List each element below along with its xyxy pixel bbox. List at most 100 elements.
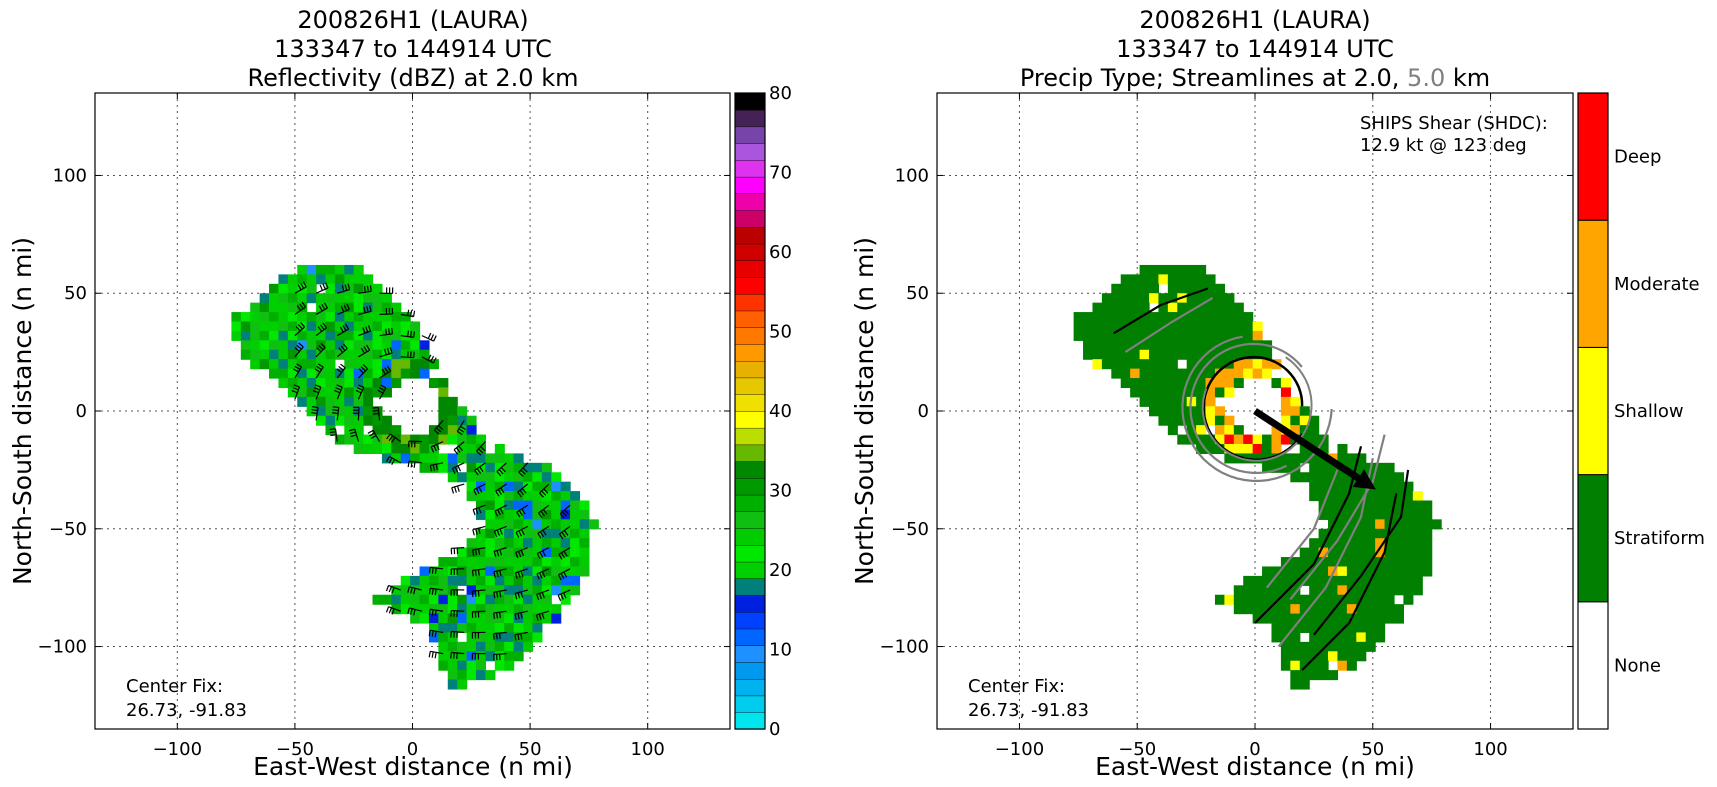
reflectivity-cell xyxy=(400,585,411,596)
precip-type-cell xyxy=(1167,396,1178,407)
panel2-x-axis-label: East-West distance (n mi) xyxy=(1095,752,1415,781)
panel2-title-line1: 200826H1 (LAURA) xyxy=(1139,6,1370,34)
reflectivity-cell xyxy=(513,528,524,539)
precip-type-cell xyxy=(1365,594,1376,605)
reflectivity-cell xyxy=(250,330,261,341)
reflectivity-cell xyxy=(325,293,336,304)
reflectivity-cell xyxy=(541,472,552,483)
precip-type-cell xyxy=(1431,519,1442,530)
reflectivity-cell xyxy=(400,340,411,351)
precip-type-cell xyxy=(1318,462,1329,473)
precip-type-cell xyxy=(1214,359,1225,370)
precip-type-cell xyxy=(1290,641,1301,652)
reflectivity-cell xyxy=(532,632,543,643)
reflectivity-cell xyxy=(504,613,515,624)
precip-type-cell xyxy=(1328,623,1339,634)
colorbar1-ticks: 0 10 20 30 40 50 60 70 80 xyxy=(769,83,792,740)
reflectivity-cell xyxy=(532,528,543,539)
reflectivity-cell xyxy=(485,509,496,520)
reflectivity-cell xyxy=(391,585,402,596)
precip-type-cell xyxy=(1214,330,1225,341)
reflectivity-cell xyxy=(334,406,345,417)
reflectivity-cell xyxy=(391,302,402,313)
precip-type-cell xyxy=(1214,425,1225,436)
reflectivity-cell xyxy=(504,519,515,530)
colorbar1-segment xyxy=(734,343,766,362)
precip-type-cell xyxy=(1262,594,1273,605)
reflectivity-cell xyxy=(259,330,270,341)
reflectivity-cell xyxy=(466,491,477,502)
reflectivity-cell xyxy=(259,302,270,313)
precip-type-cell xyxy=(1412,509,1423,520)
precip-type-cell xyxy=(1393,566,1404,577)
precip-type-cell xyxy=(1346,594,1357,605)
precip-type-cell xyxy=(1167,312,1178,323)
reflectivity-cell xyxy=(363,396,374,407)
precip-type-cell xyxy=(1271,462,1282,473)
panel1-ytick-label: 0 xyxy=(76,401,87,422)
wind-barb xyxy=(407,460,422,468)
reflectivity-cell xyxy=(438,660,449,671)
wind-barb xyxy=(294,342,304,358)
reflectivity-cell xyxy=(391,312,402,323)
precip-type-cell xyxy=(1280,613,1291,624)
precip-type-cell xyxy=(1130,274,1141,285)
reflectivity-cell xyxy=(466,566,477,577)
precip-type-cell xyxy=(1196,349,1207,360)
precip-type-cell xyxy=(1337,585,1348,596)
precip-type-cell xyxy=(1252,443,1263,454)
reflectivity-cell xyxy=(579,557,590,568)
reflectivity-cell xyxy=(579,528,590,539)
reflectivity-cell xyxy=(513,575,524,586)
precip-type-cell xyxy=(1384,604,1395,615)
precip-type-cell xyxy=(1356,623,1367,634)
reflectivity-cell xyxy=(466,481,477,492)
precip-type-cell xyxy=(1356,491,1367,502)
precip-type-cell xyxy=(1328,500,1339,511)
panel1-x-ticks: −100 −50 0 50 100 xyxy=(153,93,665,760)
precip-type-cell xyxy=(1365,604,1376,615)
reflectivity-cell xyxy=(325,283,336,294)
wind-barb xyxy=(428,608,444,617)
precip-type-cell xyxy=(1149,293,1160,304)
precip-type-cell xyxy=(1177,302,1188,313)
reflectivity-cell xyxy=(344,415,355,426)
colorbar2-segment-stratiform xyxy=(1577,474,1609,603)
reflectivity-cell xyxy=(353,293,364,304)
precip-type-cell xyxy=(1318,443,1329,454)
reflectivity-cell xyxy=(381,594,392,605)
reflectivity-cell xyxy=(457,679,468,690)
reflectivity-cell xyxy=(259,340,270,351)
wind-barb xyxy=(421,332,437,342)
colorbar1-segment xyxy=(734,477,766,496)
reflectivity-cell xyxy=(287,340,298,351)
precip-type-cell xyxy=(1422,528,1433,539)
reflectivity-cell xyxy=(381,293,392,304)
reflectivity-cell xyxy=(447,670,458,681)
precip-type-cell xyxy=(1252,604,1263,615)
wind-barb xyxy=(400,309,416,318)
precip-type-cell xyxy=(1328,462,1339,473)
reflectivity-cell xyxy=(532,585,543,596)
precip-type-cell xyxy=(1271,604,1282,615)
panel1-xtick-label: 50 xyxy=(519,739,542,760)
reflectivity-cell xyxy=(363,312,374,323)
precip-type-cell xyxy=(1318,557,1329,568)
precip-type-cell xyxy=(1243,368,1254,379)
precip-type-cell xyxy=(1120,359,1131,370)
panel1-title-line1: 200826H1 (LAURA) xyxy=(297,6,528,34)
precip-type-cell xyxy=(1318,670,1329,681)
precip-type-cell xyxy=(1196,340,1207,351)
precip-type-cell xyxy=(1205,330,1216,341)
precip-type-cell xyxy=(1393,519,1404,530)
wind-barb xyxy=(495,483,507,497)
reflectivity-cell xyxy=(363,359,374,370)
reflectivity-cell xyxy=(372,425,383,436)
colorbar1-frame xyxy=(734,92,766,730)
precip-type-cell xyxy=(1346,547,1357,558)
reflectivity-cell xyxy=(476,472,487,483)
reflectivity-cell xyxy=(466,660,477,671)
reflectivity-cell xyxy=(438,396,449,407)
wind-barb xyxy=(407,586,423,595)
reflectivity-cell xyxy=(476,434,487,445)
